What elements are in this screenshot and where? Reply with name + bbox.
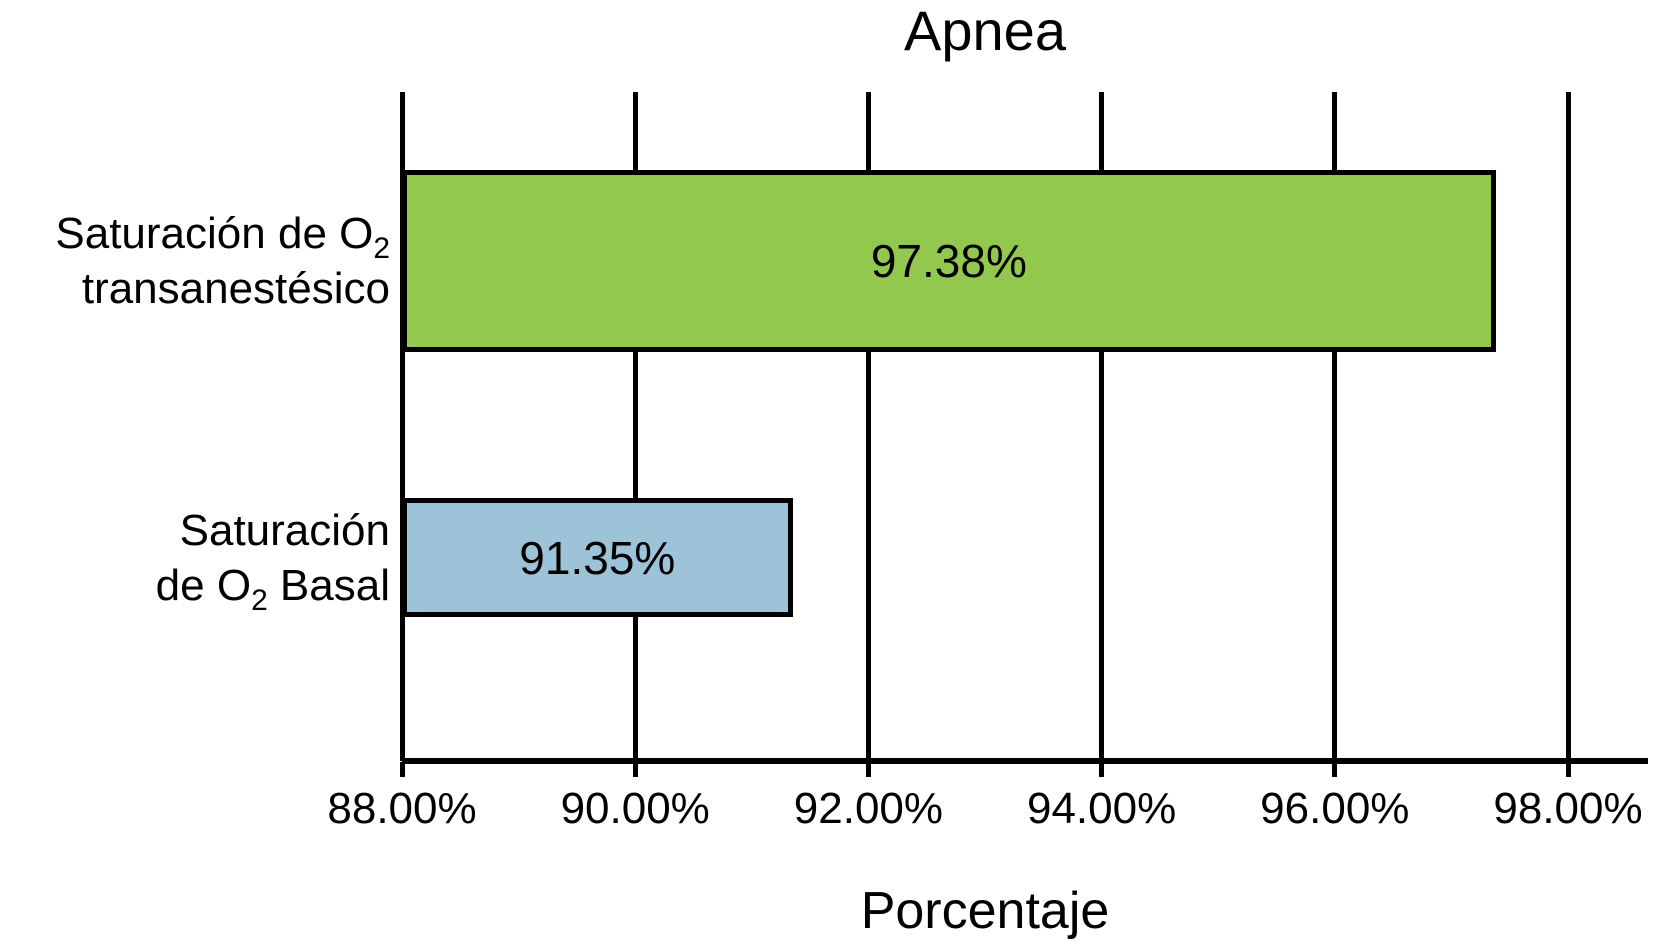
category-label-basal: Saturación de O2 Basal (0, 498, 390, 617)
bar-value-label: 91.35% (519, 531, 676, 584)
category-label-text: de O (155, 560, 252, 610)
subscript-text: 2 (373, 231, 390, 265)
category-label-text: Basal (267, 560, 390, 610)
category-label-text: Saturación de O (55, 209, 374, 258)
x-axis-label: Porcentaje (860, 882, 1110, 940)
bar-transanestesico: 97.38% (402, 170, 1496, 352)
tick-mark (1332, 762, 1338, 777)
category-label-line: transanestésico (0, 261, 390, 316)
category-label-line: Saturación de O2 (0, 206, 390, 263)
category-label-transanestesico: Saturación de O2 transanestésico (0, 170, 390, 352)
gridline (1332, 92, 1338, 761)
tick-label: 88.00% (327, 784, 477, 833)
bar-basal: 91.35% (402, 498, 793, 617)
x-axis-line (402, 758, 1648, 764)
tick-label: 98.00% (1493, 784, 1643, 833)
chart-title: Apnea (904, 0, 1066, 62)
gridline (865, 92, 871, 761)
tick-mark (399, 762, 405, 777)
subscript-text: 2 (251, 583, 268, 617)
gridline (1565, 92, 1571, 761)
tick-label: 94.00% (1026, 784, 1177, 833)
plot-area: 97.38% 91.35% (399, 92, 1571, 761)
x-axis-ticks (399, 762, 1571, 778)
gridline (1099, 92, 1105, 761)
gridline (632, 92, 638, 761)
x-axis-tick-labels: 88.00% 90.00% 92.00% 94.00% 96.00% 98.00% (327, 783, 1642, 837)
category-label-line: de O2 Basal (0, 558, 390, 617)
bar-value-label: 97.38% (870, 235, 1027, 287)
category-label-text: transanestésico (81, 264, 390, 313)
tick-mark (1099, 762, 1105, 777)
tick-label: 96.00% (1260, 784, 1410, 833)
tick-label: 90.00% (560, 784, 710, 833)
tick-mark (865, 762, 871, 777)
tick-label: 92.00% (793, 784, 944, 833)
gridline (399, 92, 405, 761)
category-label-text: Saturación (179, 505, 390, 555)
tick-mark (1565, 762, 1571, 777)
category-label-line: Saturación (0, 503, 390, 558)
tick-mark (632, 762, 638, 777)
